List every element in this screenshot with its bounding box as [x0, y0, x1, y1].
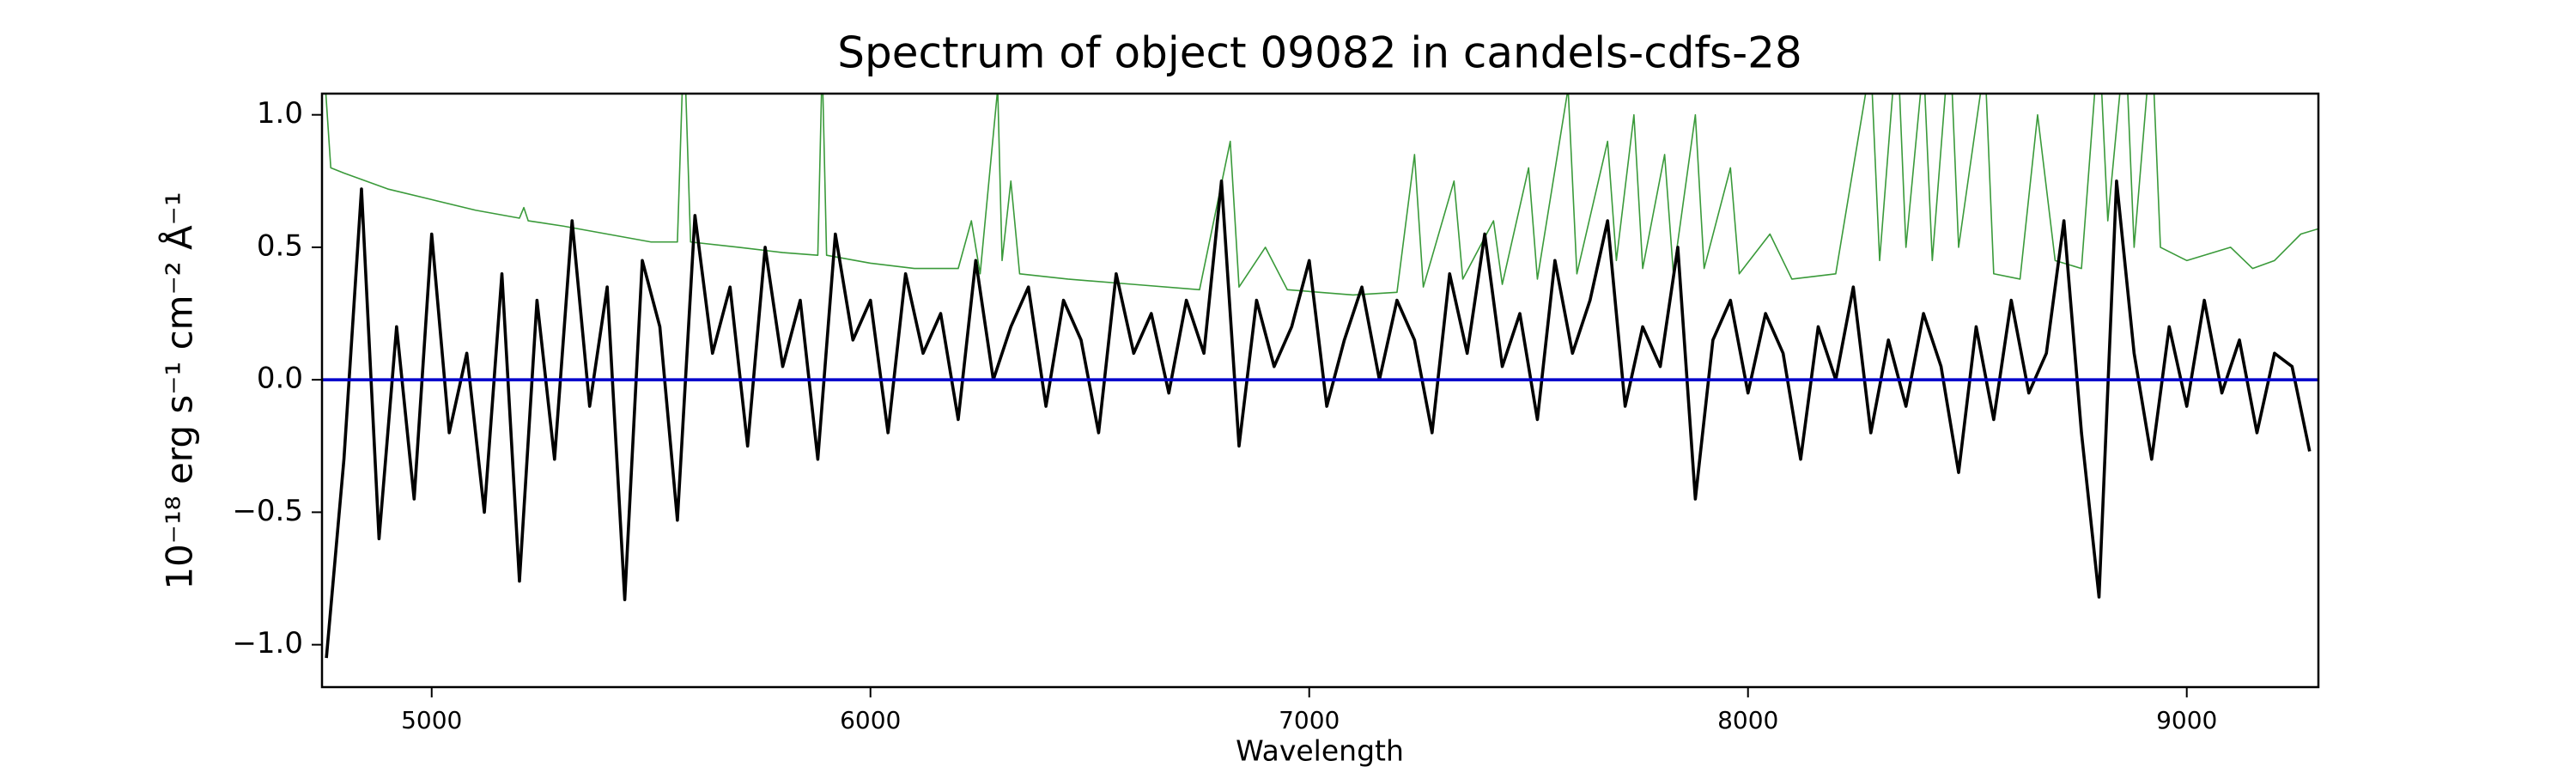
plot-frame	[320, 92, 2320, 689]
y-tick-label: 1.0	[257, 96, 303, 131]
spectrum-line	[325, 180, 2312, 659]
x-tick-label: 9000	[2156, 706, 2217, 734]
y-tick-label: 0.5	[257, 228, 303, 263]
x-tick-label: 6000	[840, 706, 901, 734]
y-tick-label: 0.0	[257, 362, 303, 396]
y-tick-label: −0.5	[232, 494, 303, 528]
x-tick-label: 8000	[1717, 706, 1778, 734]
x-tick-label: 7000	[1279, 706, 1340, 734]
spectrum-line	[325, 94, 2318, 296]
plot-area	[322, 94, 2318, 659]
y-axis-label: 10⁻¹⁸ erg s⁻¹ cm⁻² Å⁻¹	[158, 192, 201, 589]
y-tick-label: −1.0	[232, 626, 303, 660]
x-axis-label: Wavelength	[1236, 734, 1404, 768]
x-tick-label: 5000	[401, 706, 462, 734]
chart-title: Spectrum of object 09082 in candels-cdfs…	[837, 28, 1802, 78]
